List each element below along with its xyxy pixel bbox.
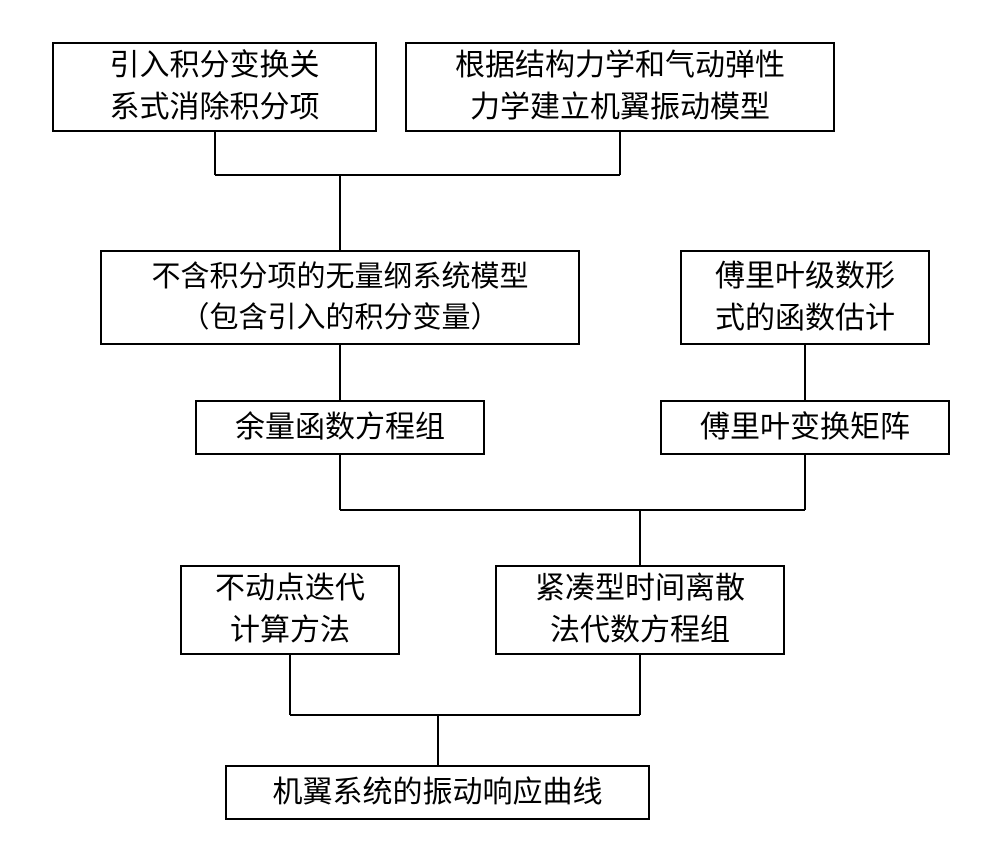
node-text: 傅里叶变换矩阵 — [700, 407, 910, 449]
node-text: 不含积分项的无量纲系统模型（包含引入的积分变量） — [151, 257, 528, 338]
node-text: 机翼系统的振动响应曲线 — [273, 772, 603, 814]
node-fourier-series: 傅里叶级数形式的函数估计 — [680, 250, 930, 345]
flowchart-diagram: 引入积分变换关系式消除积分项 根据结构力学和气动弹性力学建立机翼振动模型 不含积… — [0, 0, 1000, 860]
node-text: 不动点迭代计算方法 — [215, 568, 365, 652]
node-text: 傅里叶级数形式的函数估计 — [715, 256, 895, 340]
node-text: 余量函数方程组 — [235, 407, 445, 449]
node-text: 引入积分变换关系式消除积分项 — [110, 45, 320, 129]
node-text: 紧凑型时间离散法代数方程组 — [535, 568, 745, 652]
node-fixed-point: 不动点迭代计算方法 — [180, 565, 400, 655]
node-residual-equations: 余量函数方程组 — [195, 400, 485, 455]
node-vibration-response: 机翼系统的振动响应曲线 — [225, 765, 650, 820]
node-text: 根据结构力学和气动弹性力学建立机翼振动模型 — [455, 45, 785, 129]
node-dimensionless-model: 不含积分项的无量纲系统模型（包含引入的积分变量） — [100, 250, 580, 345]
node-compact-time-discrete: 紧凑型时间离散法代数方程组 — [495, 565, 785, 655]
node-fourier-matrix: 傅里叶变换矩阵 — [660, 400, 950, 455]
node-vibration-model: 根据结构力学和气动弹性力学建立机翼振动模型 — [405, 42, 835, 132]
node-intro-transform: 引入积分变换关系式消除积分项 — [52, 42, 377, 132]
